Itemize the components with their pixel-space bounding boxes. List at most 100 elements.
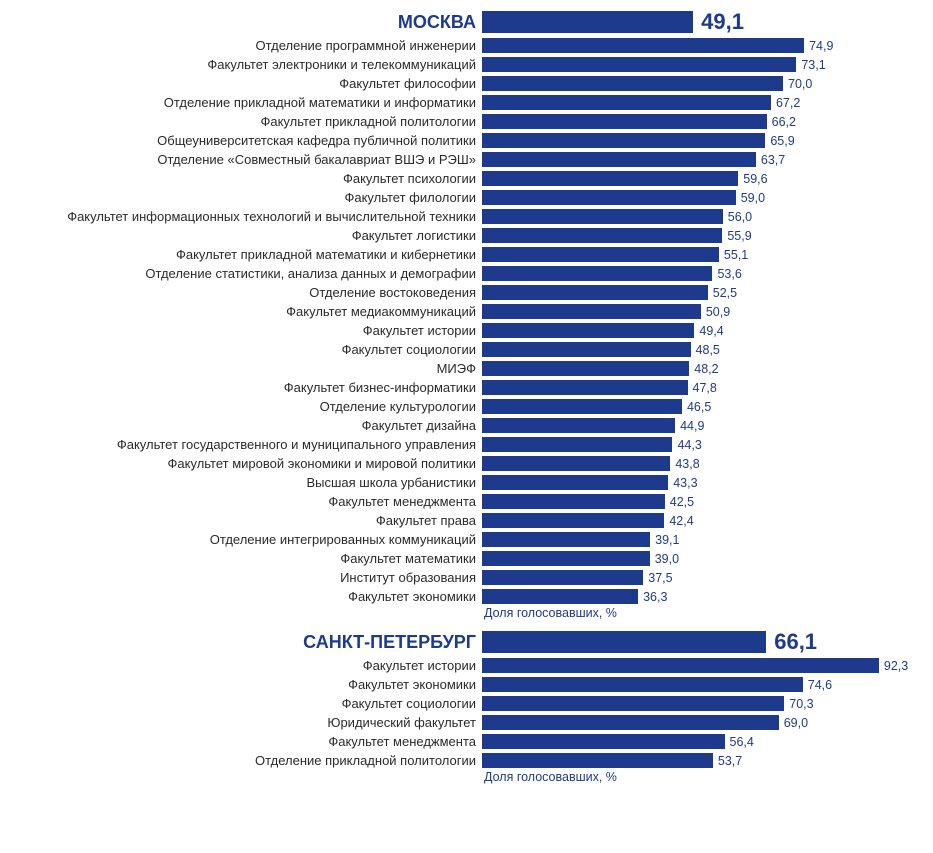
- bar-row-bar-wrap: 55,1: [482, 247, 921, 262]
- bar-row-label: Факультет мировой экономики и мировой по…: [8, 456, 482, 471]
- bar-row-bar: [482, 380, 688, 395]
- bar-row: Факультет прикладной математики и киберн…: [8, 245, 921, 264]
- bar-row-bar-wrap: 92,3: [482, 658, 921, 673]
- bar-row-bar: [482, 361, 689, 376]
- bar-row: Отделение востоковедения52,5: [8, 283, 921, 302]
- bar-row-bar-wrap: 53,6: [482, 266, 921, 281]
- bar-row: Факультет психологии59,6: [8, 169, 921, 188]
- bar-row-label: Отделение программной инженерии: [8, 38, 482, 53]
- bar-row: Факультет информационных технологий и вы…: [8, 207, 921, 226]
- bar-row-value: 70,3: [784, 697, 813, 711]
- bar-row-value: 69,0: [779, 716, 808, 730]
- bar-row-value: 50,9: [701, 305, 730, 319]
- bar-row: Факультет логистики55,9: [8, 226, 921, 245]
- bar-row-bar-wrap: 69,0: [482, 715, 921, 730]
- bar-row: Факультет социологии48,5: [8, 340, 921, 359]
- axis-label-row: Доля голосовавших, %: [8, 606, 921, 624]
- bar-row-bar: [482, 323, 694, 338]
- bar-row: Отделение интегрированных коммуникаций39…: [8, 530, 921, 549]
- bar-row: Высшая школа урбанистики 43,3: [8, 473, 921, 492]
- bar-row-label: Отделение прикладной политологии: [8, 753, 482, 768]
- bar-row-label: Общеуниверситетская кафедра публичной по…: [8, 133, 482, 148]
- bar-row: Отделение культурологии 46,5: [8, 397, 921, 416]
- bar-row: Отделение программной инженерии 74,9: [8, 36, 921, 55]
- bar-row-value: 67,2: [771, 96, 800, 110]
- bar-row-bar: [482, 437, 672, 452]
- bar-row-label: Факультет математики: [8, 551, 482, 566]
- bar-row-bar-wrap: 73,1: [482, 57, 921, 72]
- bar-row-value: 74,9: [804, 39, 833, 53]
- bar-row-value: 59,0: [736, 191, 765, 205]
- axis-label: Доля голосовавших, %: [482, 770, 921, 788]
- bar-row-label: Отделение прикладной математики и информ…: [8, 95, 482, 110]
- bar-row-bar: [482, 247, 719, 262]
- bar-row: Отделение статистики, анализа данных и д…: [8, 264, 921, 283]
- bar-row-label: Факультет государственного и муниципальн…: [8, 437, 482, 452]
- bar-row: Факультет дизайна44,9: [8, 416, 921, 435]
- bar-row-bar: [482, 228, 722, 243]
- chart-section: МОСКВА49,1Отделение программной инженери…: [8, 8, 921, 624]
- bar-row-bar-wrap: 42,5: [482, 494, 921, 509]
- bar-row-value: 70,0: [783, 77, 812, 91]
- bar-row: Отделение прикладной математики и информ…: [8, 93, 921, 112]
- bar-row-value: 43,3: [668, 476, 697, 490]
- bar-row-value: 92,3: [879, 659, 908, 673]
- bar-row-bar: [482, 658, 879, 673]
- bar-row-label: Факультет экономики: [8, 677, 482, 692]
- bar-row-value: 47,8: [688, 381, 717, 395]
- bar-row-value: 52,5: [708, 286, 737, 300]
- section-header-row: МОСКВА49,1: [8, 8, 921, 36]
- bar-row-label: Факультет прикладной политологии: [8, 114, 482, 129]
- bar-row-bar: [482, 532, 650, 547]
- bar-row-label: Факультет социологии: [8, 342, 482, 357]
- axis-spacer: [8, 606, 482, 624]
- bar-row-bar: [482, 190, 736, 205]
- bar-row: Общеуниверситетская кафедра публичной по…: [8, 131, 921, 150]
- bar-row-label: Институт образования: [8, 570, 482, 585]
- bar-row: Факультет филологии59,0: [8, 188, 921, 207]
- bar-row-value: 46,5: [682, 400, 711, 414]
- bar-row-value: 49,4: [694, 324, 723, 338]
- bar-row-value: 37,5: [643, 571, 672, 585]
- section-header-row: САНКТ-ПЕТЕРБУРГ66,1: [8, 628, 921, 656]
- bar-chart: МОСКВА49,1Отделение программной инженери…: [8, 8, 921, 788]
- bar-row-bar: [482, 589, 638, 604]
- bar-row: Факультет менеджмента56,4: [8, 732, 921, 751]
- bar-row: Факультет медиакоммуникаций50,9: [8, 302, 921, 321]
- bar-row-label: Факультет прикладной математики и киберн…: [8, 247, 482, 262]
- bar-row-value: 53,6: [712, 267, 741, 281]
- bar-row: Факультет экономики36,3: [8, 587, 921, 606]
- axis-spacer: [8, 770, 482, 788]
- bar-row-label: Отделение статистики, анализа данных и д…: [8, 266, 482, 281]
- bar-row-value: 42,5: [665, 495, 694, 509]
- bar-row-bar-wrap: 47,8: [482, 380, 921, 395]
- bar-row-label: МИЭФ: [8, 361, 482, 376]
- bar-row-bar-wrap: 55,9: [482, 228, 921, 243]
- bar-row-bar: [482, 342, 691, 357]
- bar-row-bar-wrap: 56,0: [482, 209, 921, 224]
- bar-row: Факультет истории92,3: [8, 656, 921, 675]
- axis-label-row: Доля голосовавших, %: [8, 770, 921, 788]
- bar-row-value: 48,2: [689, 362, 718, 376]
- bar-row-label: Факультет дизайна: [8, 418, 482, 433]
- bar-row-bar-wrap: 42,4: [482, 513, 921, 528]
- bar-row: Факультет мировой экономики и мировой по…: [8, 454, 921, 473]
- bar-row-bar-wrap: 56,4: [482, 734, 921, 749]
- bar-row-bar-wrap: 70,0: [482, 76, 921, 91]
- bar-row-label: Факультет социологии: [8, 696, 482, 711]
- bar-row-bar-wrap: 44,3: [482, 437, 921, 452]
- bar-row-bar: [482, 76, 783, 91]
- bar-row-bar: [482, 152, 756, 167]
- bar-row-bar: [482, 171, 738, 186]
- bar-row-value: 36,3: [638, 590, 667, 604]
- bar-row-bar-wrap: 39,1: [482, 532, 921, 547]
- bar-row-bar-wrap: 52,5: [482, 285, 921, 300]
- bar-row-label: Высшая школа урбанистики: [8, 475, 482, 490]
- bar-row-bar-wrap: 66,2: [482, 114, 921, 129]
- bar-row-value: 63,7: [756, 153, 785, 167]
- bar-row-bar: [482, 114, 767, 129]
- bar-row-label: Отделение культурологии: [8, 399, 482, 414]
- bar-row-bar-wrap: 53,7: [482, 753, 921, 768]
- bar-row-bar: [482, 209, 723, 224]
- bar-row-bar-wrap: 67,2: [482, 95, 921, 110]
